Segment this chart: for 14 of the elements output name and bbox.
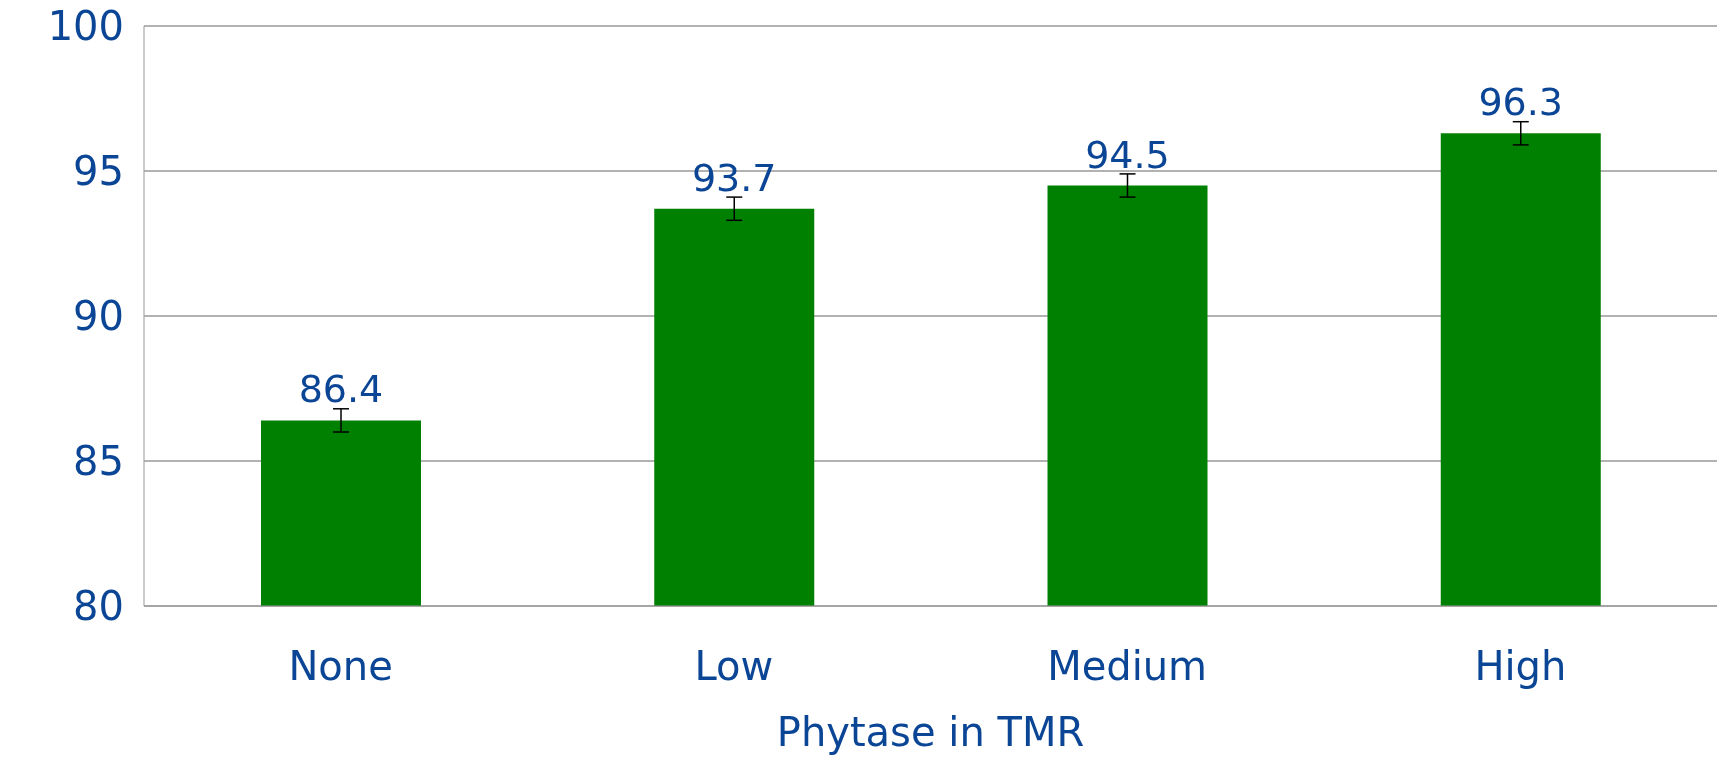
data-label: 93.7 bbox=[691, 155, 777, 200]
data-label: 86.4 bbox=[298, 367, 384, 412]
y-tick-label: 80 bbox=[73, 583, 124, 630]
x-tick-label: Medium bbox=[1047, 643, 1208, 690]
x-tick-label: None bbox=[288, 643, 393, 690]
data-label: 96.3 bbox=[1478, 80, 1564, 125]
y-tick-label: 90 bbox=[73, 293, 124, 340]
x-axis-title: Phytase in TMR bbox=[776, 709, 1085, 755]
y-tick-label: 85 bbox=[73, 438, 124, 485]
data-label: 94.5 bbox=[1085, 132, 1170, 177]
x-tick-label: Low bbox=[694, 643, 774, 690]
y-tick-label: 100 bbox=[47, 3, 124, 50]
y-tick-label: 95 bbox=[73, 148, 124, 195]
x-tick-label: High bbox=[1474, 643, 1567, 690]
